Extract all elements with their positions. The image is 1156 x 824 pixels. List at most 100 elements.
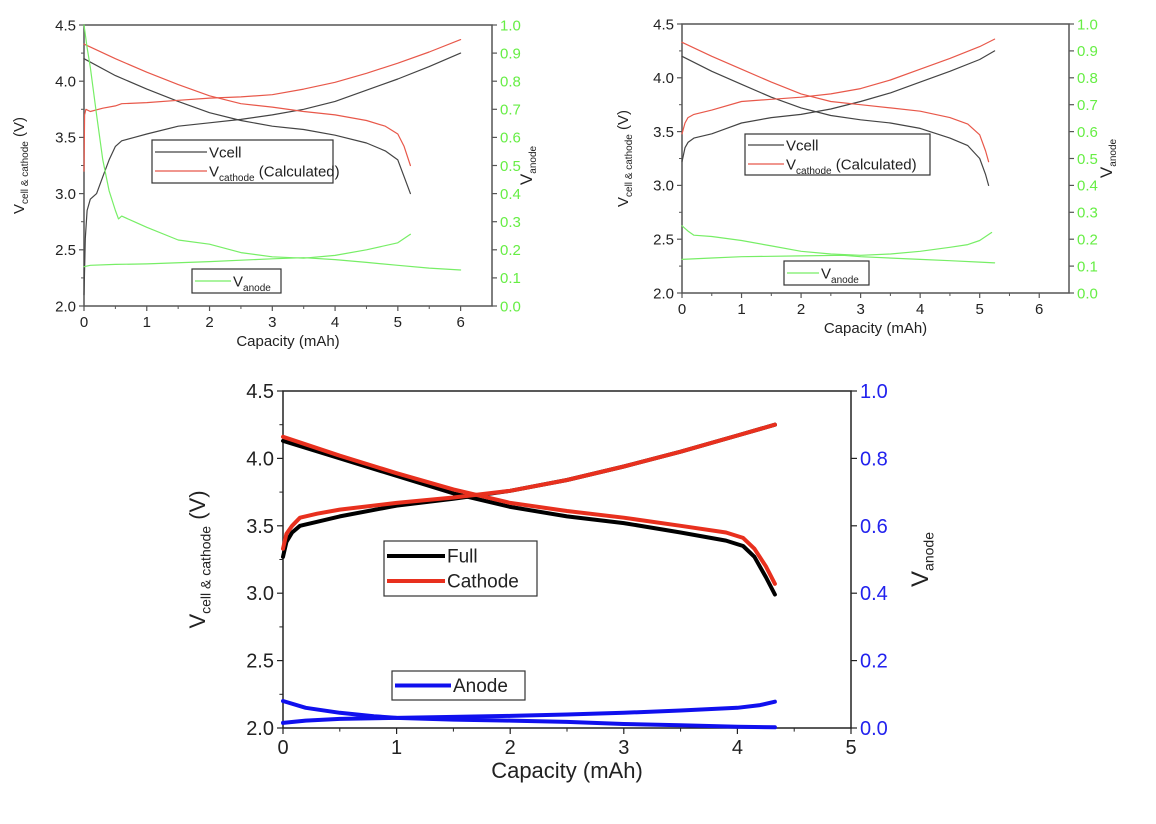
y-tick-label: 2.5 <box>55 242 76 259</box>
x-tick-label: 0 <box>277 737 288 759</box>
legend: Vanode <box>191 268 282 294</box>
y2-tick-label: 0.3 <box>500 214 521 231</box>
y-axis: 2.0 2.5 3.0 3.5 4.0 4.5 <box>55 17 84 315</box>
y2-axis-title: Vanode <box>517 145 539 185</box>
y2-axis-title-main: V <box>1097 166 1116 178</box>
x-tick-label: 1 <box>737 301 745 318</box>
legend-label-main: V <box>209 163 219 180</box>
chart-top-right: 0 1 2 3 4 5 6 2.0 2.5 3.0 3.5 4.0 4.5 0.0 0.1 0.2 0.3 0.4… <box>615 16 1119 337</box>
legend-label-suffix: (Calculated) <box>832 156 917 173</box>
series-line-vcell-discharge <box>83 58 411 195</box>
legend-box <box>151 139 334 184</box>
legend-label-sub: cathode <box>796 166 832 177</box>
y2-tick-label: 0.5 <box>500 158 521 175</box>
y-tick-label: 4.5 <box>246 381 274 403</box>
x-tick-label: 0 <box>678 301 686 318</box>
y-tick-label: 2.0 <box>246 718 274 740</box>
x-tick-label: 3 <box>856 301 864 318</box>
y2-tick-label: 0.0 <box>1077 285 1098 302</box>
legend-label-main: V <box>786 156 796 173</box>
x-tick-label: 3 <box>268 314 276 331</box>
y-tick-label: 3.5 <box>55 130 76 147</box>
y2-tick-label: 0.0 <box>500 298 521 315</box>
x-tick-label: 6 <box>1035 301 1043 318</box>
series-line-vcathode-discharge <box>83 43 411 167</box>
legend-label-suffix: (Calculated) <box>255 163 340 180</box>
y-tick-label: 2.0 <box>55 298 76 315</box>
y2-tick-label: 0.2 <box>860 651 888 673</box>
legend-label-main: V <box>821 265 831 282</box>
y2-axis-title: Vanode <box>907 532 937 587</box>
legend-label-sub: anode <box>243 283 271 294</box>
x-tick-label: 5 <box>976 301 984 318</box>
chart-bottom: 0 1 2 3 4 5 2.0 2.5 3.0 3.5 4.0 4.5 0.0 0.2 0.4 0.6 0.8 1… <box>185 381 937 783</box>
x-axis: 0 1 2 3 4 5 6 <box>80 306 465 331</box>
x-axis-title: Capacity (mAh) <box>824 320 927 337</box>
y-axis-title: Vcell & cathode (V) <box>11 117 31 214</box>
chart-top-left: 0 1 2 3 4 5 6 2.0 2.5 3.0 3.5 4.0 4.5 0.0 0.1 0.2 0.3 0.4… <box>11 17 539 350</box>
y2-tick-label: 0.4 <box>1077 178 1098 195</box>
legend: Vanode <box>783 260 870 286</box>
y-tick-label: 2.5 <box>246 651 274 673</box>
y-tick-label: 4.0 <box>55 73 76 90</box>
y2-axis: 0.0 0.1 0.2 0.3 0.4 0.5 0.6 0.7 0.8 0.9 1.0 <box>492 17 521 315</box>
y2-axis-title-sub: anode <box>921 532 937 571</box>
y2-axis-title-sub: anode <box>1108 138 1119 166</box>
x-tick-label: 2 <box>205 314 213 331</box>
x-tick-label: 1 <box>143 314 151 331</box>
legend-box <box>744 133 931 176</box>
x-tick-label: 4 <box>916 301 924 318</box>
y2-tick-label: 0.1 <box>1077 258 1098 275</box>
y-tick-label: 3.5 <box>246 516 274 538</box>
series-line-vcell-charge <box>681 50 996 163</box>
y2-tick-label: 0.7 <box>500 102 521 119</box>
y2-tick-label: 1.0 <box>500 17 521 34</box>
series-line-anode-delithiation <box>281 699 777 725</box>
y-tick-label: 3.0 <box>653 178 674 195</box>
x-tick-label: 5 <box>845 737 856 759</box>
y2-tick-label: 0.3 <box>1077 205 1098 222</box>
y-axis-title-suffix: (V) <box>11 117 28 141</box>
y-axis-title-suffix: (V) <box>185 490 210 525</box>
y2-tick-label: 1.0 <box>1077 16 1098 33</box>
y2-tick-label: 0.6 <box>860 516 888 538</box>
x-tick-label: 3 <box>618 737 629 759</box>
legend-label: Vcell <box>786 137 819 154</box>
x-tick-label: 2 <box>797 301 805 318</box>
y-tick-label: 3.0 <box>55 186 76 203</box>
legend-label: Anode <box>453 676 508 697</box>
y-axis-title: Vcell & cathode (V) <box>185 490 214 628</box>
y2-tick-label: 0.5 <box>1077 151 1098 168</box>
legend-label: Vcathode (Calculated) <box>209 163 340 184</box>
legend-label-main: V <box>233 273 243 290</box>
x-axis-title: Capacity (mAh) <box>491 758 643 783</box>
series-line-vcathode-charge <box>83 38 462 172</box>
x-tick-label: 0 <box>80 314 88 331</box>
legend-label: Vcell <box>209 144 242 161</box>
legend-label-main: Vcell <box>209 144 242 161</box>
y-axis-title-main: V <box>11 204 28 214</box>
series-line-vcathode-charge <box>681 38 996 135</box>
y-axis-title-sub: cell & cathode <box>624 134 635 197</box>
y-tick-label: 3.0 <box>246 583 274 605</box>
y2-tick-label: 0.6 <box>500 130 521 147</box>
y-tick-label: 4.5 <box>55 17 76 34</box>
y-tick-label: 4.0 <box>653 70 674 87</box>
y-axis-title-sub: cell & cathode <box>198 526 214 614</box>
x-tick-label: 6 <box>456 314 464 331</box>
series-line-vcell-discharge <box>681 55 990 186</box>
x-axis: 0 1 2 3 4 5 <box>277 728 857 759</box>
legend: Anode <box>391 670 526 701</box>
y2-tick-label: 0.9 <box>500 45 521 62</box>
series-line-cathode-charge <box>281 422 777 551</box>
y2-tick-label: 0.9 <box>1077 43 1098 60</box>
x-tick-label: 1 <box>391 737 402 759</box>
legend: Vcell Vcathode (Calculated) <box>151 139 340 184</box>
legend-label: Cathode <box>447 572 519 593</box>
series-line-vanode-delithiation <box>83 257 462 271</box>
legend: Vcell Vcathode (Calculated) <box>744 133 931 177</box>
y2-tick-label: 0.7 <box>1077 97 1098 114</box>
legend-label-main: Vcell <box>786 137 819 154</box>
legend-label: Vcathode (Calculated) <box>786 156 917 177</box>
x-tick-label: 5 <box>394 314 402 331</box>
